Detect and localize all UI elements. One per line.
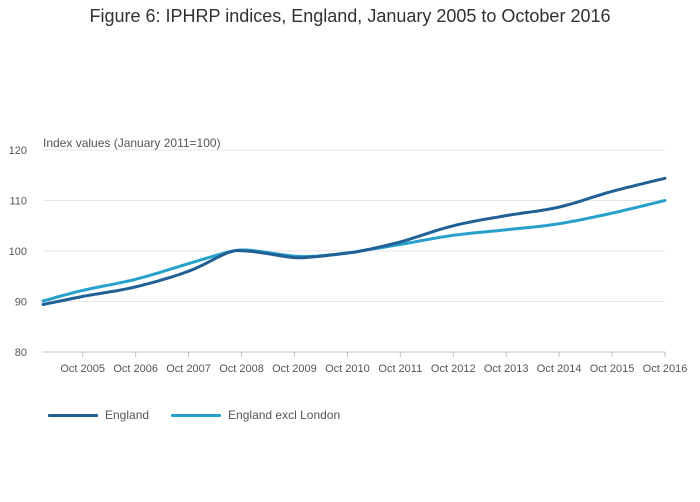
legend-label: England excl London (228, 408, 341, 422)
chart-title: Figure 6: IPHRP indices, England, Januar… (89, 6, 611, 26)
y-tick-label: 100 (9, 246, 27, 258)
line-chart: Index values (January 2011=100) 80 90 100 1… (9, 136, 688, 375)
y-tick-label: 80 (15, 347, 27, 359)
legend: England England excl London (48, 408, 340, 422)
legend-label: England (105, 408, 150, 422)
x-tick-label: Oct 2015 (590, 363, 635, 375)
x-tick-label: Oct 2006 (113, 363, 158, 375)
x-tick-label: Oct 2011 (378, 363, 422, 375)
series-line-england[interactable] (41, 176, 667, 306)
y-tick-label: 120 (9, 145, 27, 157)
x-tick-label: Oct 2009 (272, 363, 317, 375)
x-tick-label: Oct 2010 (325, 363, 370, 375)
y-tick-label: 90 (15, 297, 27, 309)
x-tick-label: Oct 2014 (537, 363, 582, 375)
y-tick-label: 110 (9, 196, 27, 208)
x-tick-label: Oct 2007 (166, 363, 211, 375)
legend-swatch (48, 413, 98, 417)
y-axis-ticks: 80 90 100 110 120 (9, 145, 27, 359)
x-tick-label: Oct 2005 (60, 363, 105, 375)
legend-item-england-excl-london[interactable]: England excl London (171, 408, 340, 422)
x-tick-label: Oct 2012 (431, 363, 476, 375)
series-lines (41, 176, 667, 306)
x-axis-ticks: Oct 2005 Oct 2006 Oct 2007 Oct 2008 Oct 2009… (60, 352, 687, 375)
x-tick-label: Oct 2008 (219, 363, 264, 375)
x-tick-label: Oct 2013 (484, 363, 529, 375)
legend-swatch (171, 413, 222, 417)
y-axis-label: Index values (January 2011=100) (43, 136, 221, 150)
legend-item-england[interactable]: England (48, 408, 149, 422)
x-tick-label: Oct 2016 (643, 363, 688, 375)
